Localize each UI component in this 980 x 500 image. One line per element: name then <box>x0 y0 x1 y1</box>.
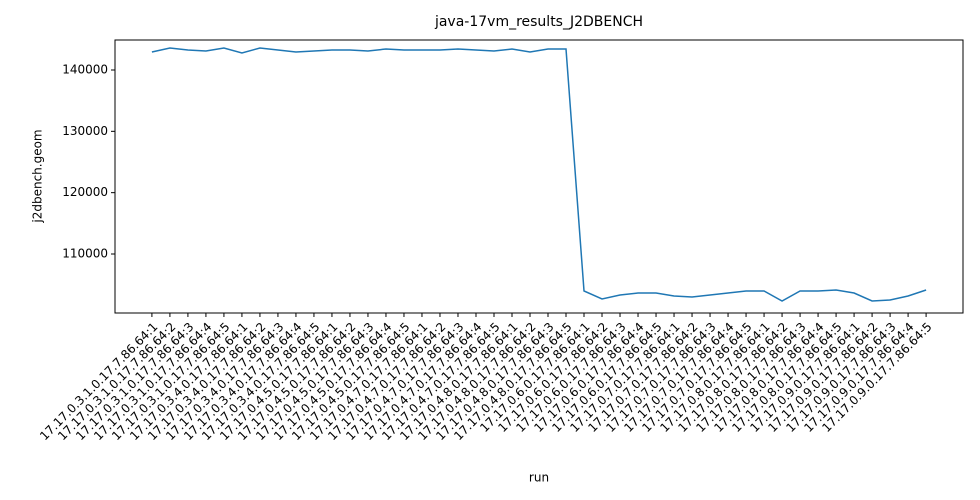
y-axis-label: j2dbench.geom <box>31 129 45 223</box>
y-tick-label: 130000 <box>62 124 108 138</box>
chart-title: java-17vm_results_J2DBENCH <box>434 14 643 30</box>
y-tick-label: 120000 <box>62 185 108 199</box>
plot-frame <box>114 39 964 314</box>
x-axis-label: run <box>529 471 549 485</box>
y-tick-label: 110000 <box>62 246 108 260</box>
y-tick-label: 140000 <box>62 62 108 76</box>
line <box>151 47 927 302</box>
